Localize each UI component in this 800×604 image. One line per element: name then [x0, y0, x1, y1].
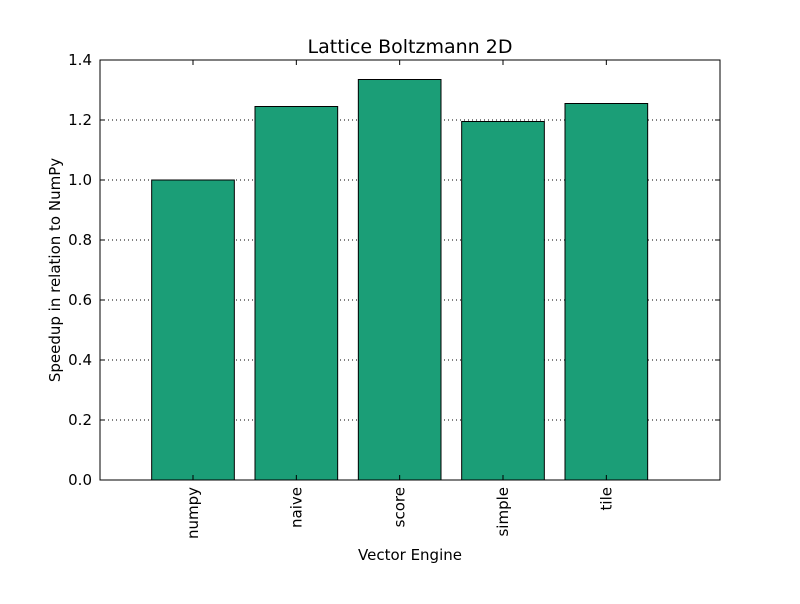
bar-score — [357, 79, 442, 481]
y-tick-label: 0.0 — [68, 471, 92, 489]
x-tick-label: numpy — [184, 487, 202, 539]
bar-numpy — [151, 179, 235, 481]
y-tick-label: 1.0 — [68, 171, 92, 189]
bar-simple — [461, 121, 545, 481]
y-tick-label: 0.6 — [68, 291, 92, 309]
y-tick-label: 0.8 — [68, 231, 92, 249]
bar-tile — [564, 103, 649, 481]
x-tick-label: simple — [494, 487, 512, 537]
x-axis-ticks: numpy naive score simple tile — [184, 60, 615, 539]
y-axis-label: Speedup in relation to NumPy — [46, 158, 64, 382]
y-axis-ticks: 0.0 0.2 0.4 0.6 0.8 1.0 1.2 1.4 — [68, 51, 720, 489]
bar-naive — [254, 106, 339, 481]
y-tick-label: 1.4 — [68, 51, 92, 69]
chart-title: Lattice Boltzmann 2D — [308, 36, 513, 58]
x-tick-label: naive — [287, 487, 305, 528]
bars — [151, 79, 649, 481]
x-tick-label: score — [391, 487, 409, 527]
x-tick-label: tile — [597, 487, 615, 510]
x-axis-label: Vector Engine — [358, 546, 462, 564]
y-tick-label: 0.2 — [68, 411, 92, 429]
y-tick-label: 0.4 — [68, 351, 92, 369]
plot-frame — [99, 59, 721, 481]
y-tick-label: 1.2 — [68, 111, 92, 129]
